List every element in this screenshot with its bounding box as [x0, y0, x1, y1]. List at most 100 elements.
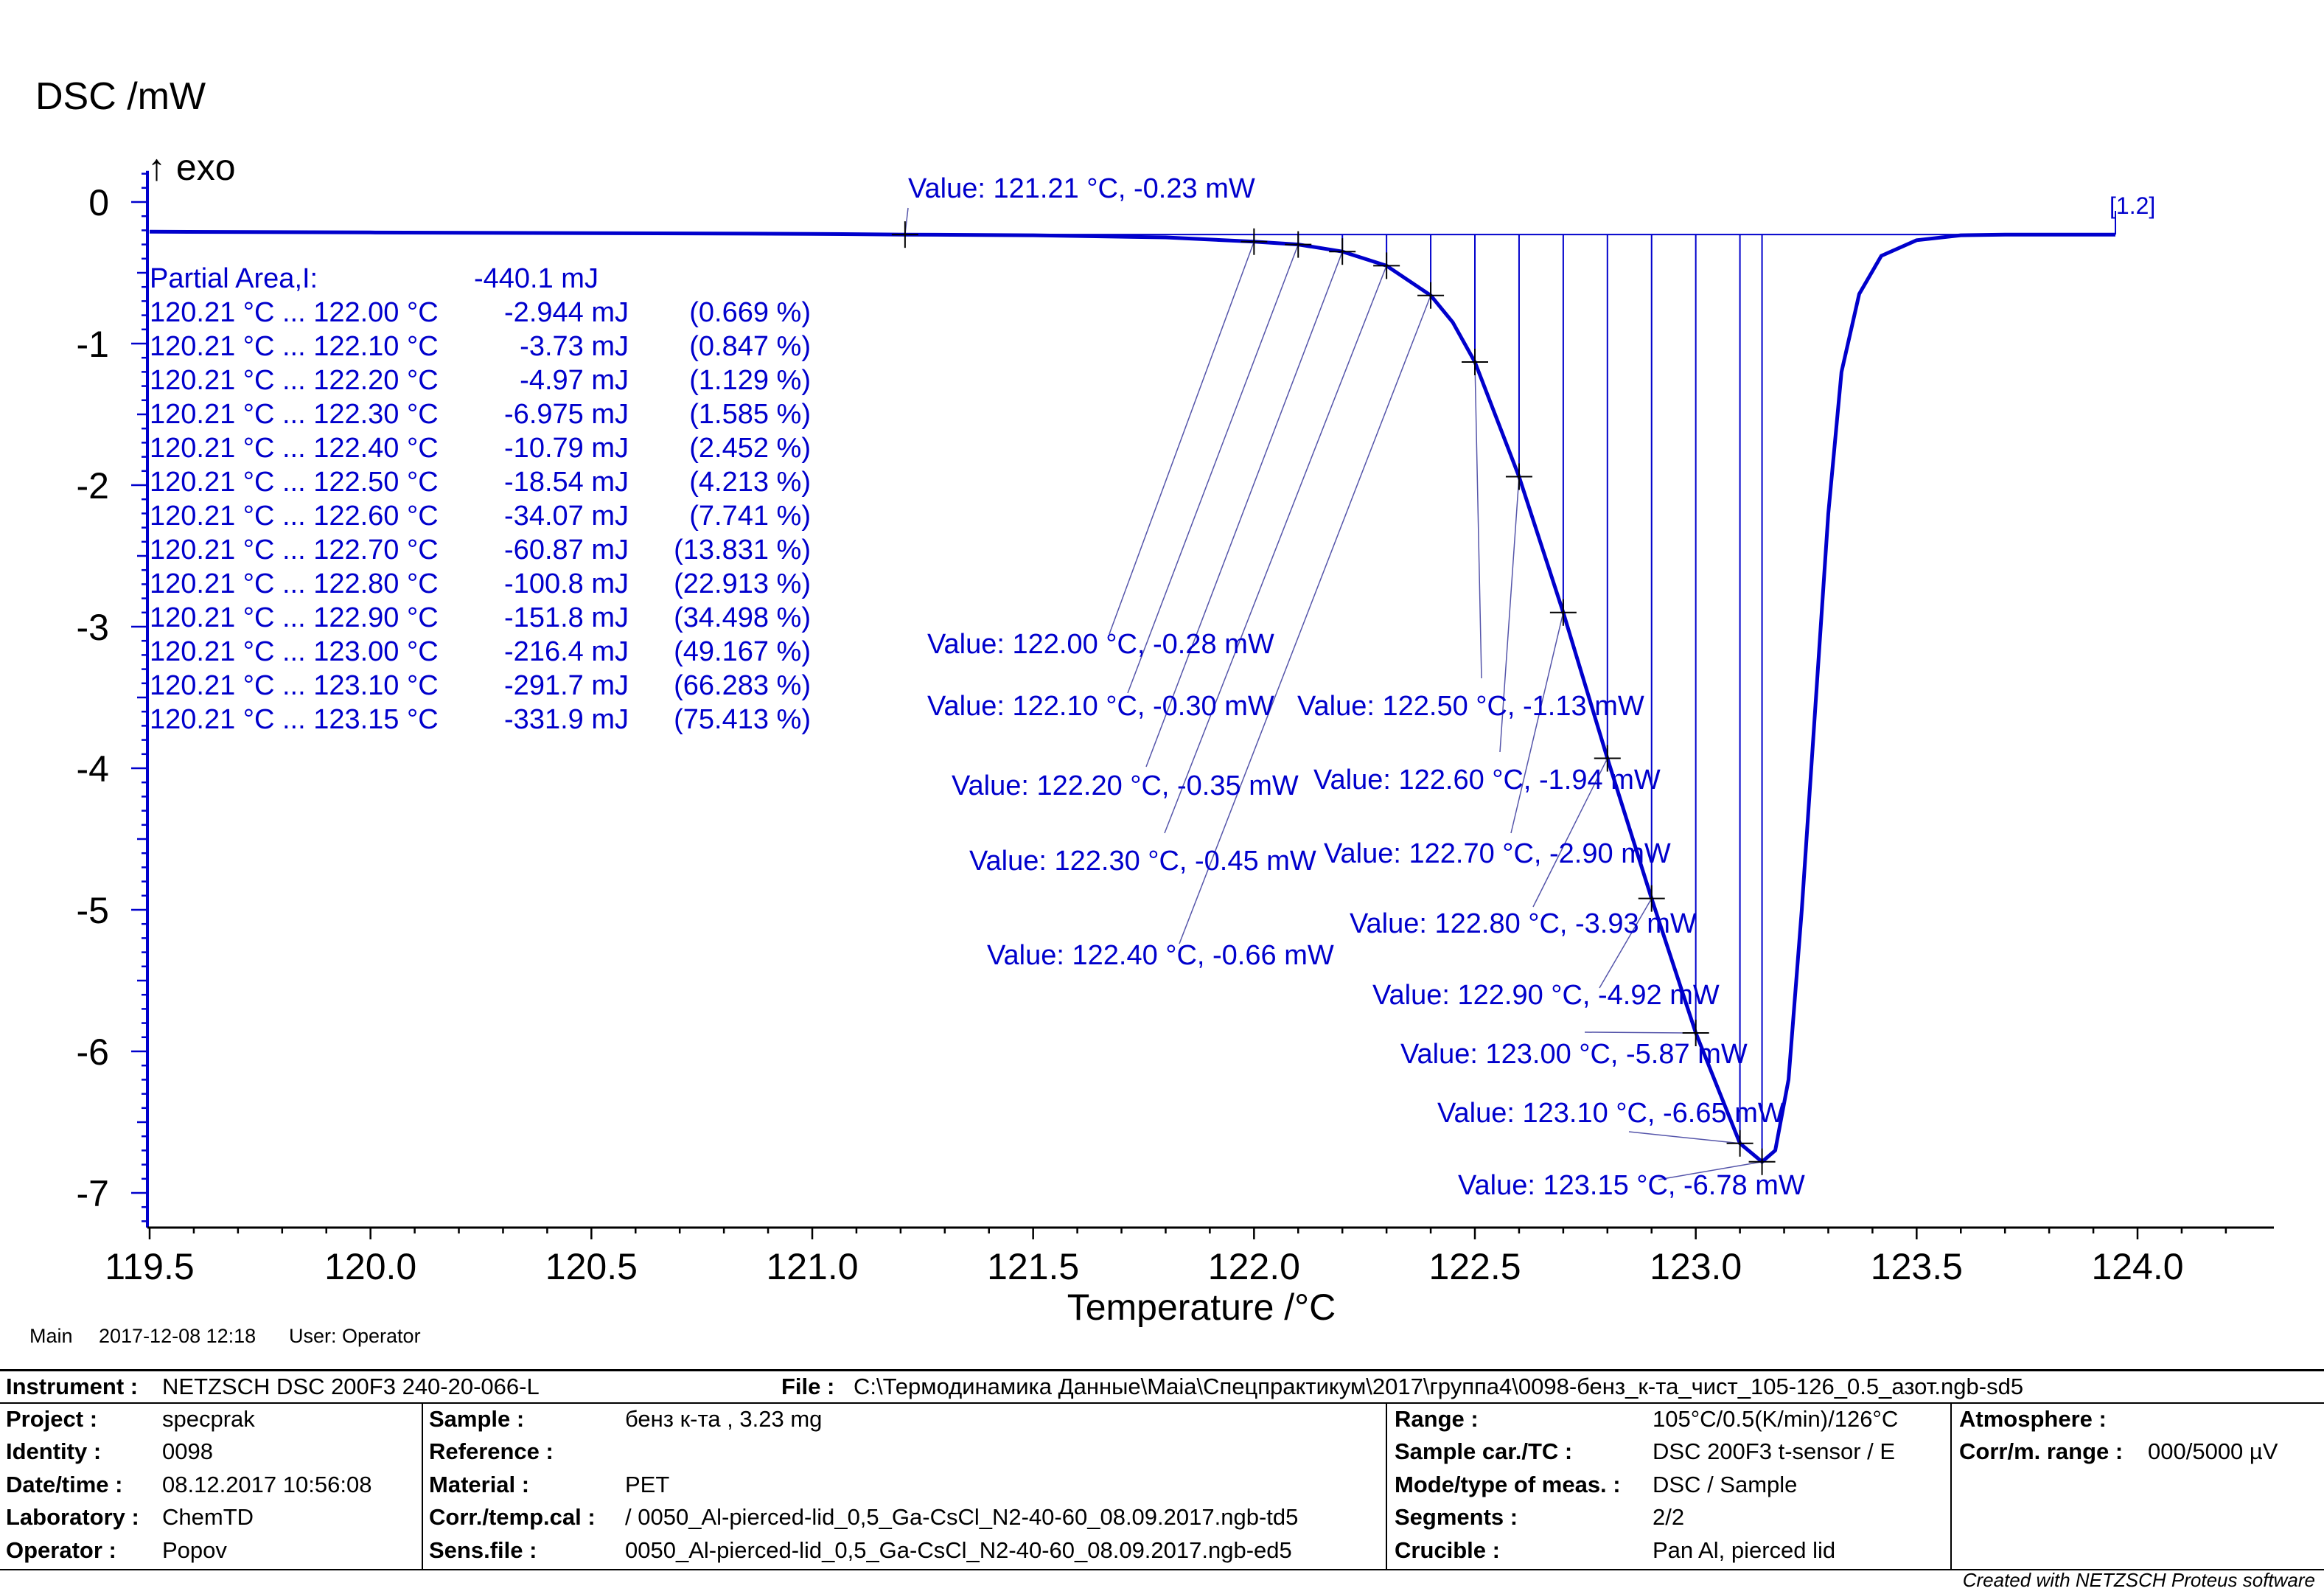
partial-area-value: -34.07 mJ: [504, 501, 629, 532]
corr-value: / 0050_Al-pierced-lid_0,5_Ga-CsCl_N2-40-…: [625, 1504, 1299, 1530]
partial-area-percent: (4.213 %): [689, 467, 811, 498]
x-tick-label: 119.5: [105, 1246, 194, 1287]
atmosphere-label: Atmosphere :: [1959, 1406, 2107, 1432]
info-table-col-divider-3: [1950, 1404, 1952, 1570]
marker-label: Value: 122.90 °C, -4.92 mW: [1372, 980, 1720, 1011]
crucible-label: Crucible :: [1395, 1537, 1500, 1563]
partial-area-value: -291.7 mJ: [504, 670, 629, 701]
curve-id-label: [1.2]: [2110, 192, 2155, 219]
curve-layer: [149, 210, 2117, 1164]
partial-area-range: 120.21 °C ... 123.00 °C: [150, 636, 439, 667]
partial-area-range: 120.21 °C ... 122.30 °C: [150, 399, 439, 430]
partial-area-range: 120.21 °C ... 122.10 °C: [150, 331, 439, 362]
partial-area-range: 120.21 °C ... 123.15 °C: [150, 704, 439, 735]
leader-lines: [904, 207, 1762, 1180]
x-tick-label: 120.0: [324, 1246, 416, 1287]
leader-line: [1584, 1031, 1696, 1034]
datetime-value: 08.12.2017 10:56:08: [162, 1472, 372, 1497]
y-tick-label: -4: [77, 748, 109, 790]
partial-area-value: -100.8 mJ: [504, 568, 629, 599]
leader-line: [1145, 251, 1343, 768]
instrument-label: Instrument :: [6, 1374, 139, 1399]
corrm-value: 000/5000 µV: [2148, 1438, 2278, 1464]
credit-text: Created with NETZSCH Proteus software: [1962, 1569, 2315, 1591]
partial-area-percent: (1.585 %): [689, 399, 811, 430]
x-tick-label: 123.5: [1871, 1246, 1963, 1287]
partial-area-value: -2.944 mJ: [504, 297, 629, 328]
partial-area-table: Partial Area,I: -440.1 mJ 120.21 °C ... …: [150, 263, 811, 735]
x-tick-label: 123.0: [1650, 1246, 1742, 1287]
partial-area-value: -4.97 mJ: [520, 365, 629, 396]
partial-area-range: 120.21 °C ... 122.80 °C: [150, 568, 439, 599]
project-label: Project :: [6, 1406, 98, 1432]
leader-line: [1599, 898, 1653, 989]
reference-label: Reference :: [429, 1438, 554, 1464]
dsc-chart: DSC /mW ↑ exo Temperature /°C 0 -1 -2 -3 -4 -…: [35, 75, 2274, 1327]
x-tick-label: 121.5: [987, 1246, 1079, 1287]
y-tick-label: -6: [77, 1031, 109, 1073]
partial-area-value: -216.4 mJ: [504, 636, 629, 667]
mode-value: DSC / Sample: [1653, 1472, 1798, 1497]
partial-area-percent: (0.847 %): [689, 331, 811, 362]
samplecar-label: Sample car./TC :: [1395, 1438, 1573, 1464]
info-table-row-divider: [0, 1402, 2324, 1404]
operator-value: Popov: [162, 1537, 227, 1563]
info-table-col-divider-2: [1386, 1404, 1387, 1570]
partial-area-value: -331.9 mJ: [504, 704, 629, 735]
leader-line: [1179, 295, 1431, 944]
leader-line: [1499, 476, 1520, 753]
x-tick-label: 120.5: [545, 1246, 638, 1287]
partial-area-range: 120.21 °C ... 122.40 °C: [150, 433, 439, 464]
marker-label: Value: 122.60 °C, -1.94 mW: [1313, 765, 1661, 796]
segments-label: Segments :: [1395, 1504, 1518, 1530]
file-value: C:\Термодинамика Данные\Maia\Спецпрактик…: [854, 1374, 2024, 1399]
partial-area-value: -10.79 mJ: [504, 433, 629, 464]
file-label: File :: [781, 1374, 835, 1399]
y-tick-label: 0: [88, 182, 109, 223]
partial-area-value: -18.54 mJ: [504, 467, 629, 498]
x-tick-label: 121.0: [766, 1246, 858, 1287]
partial-area-percent: (49.167 %): [674, 636, 811, 667]
material-value: PET: [625, 1472, 670, 1497]
marker-label: Value: 122.00 °C, -0.28 mW: [927, 629, 1274, 660]
x-tick-label: 122.0: [1208, 1246, 1300, 1287]
markers: [891, 221, 1776, 1175]
corrm-label: Corr/m. range :: [1959, 1438, 2124, 1464]
axes: 0 -1 -2 -3 -4 -5 -6 -7 119.5 120.0 120.5 121.0 121.5…: [77, 170, 2274, 1287]
datetime-label: Date/time :: [6, 1472, 123, 1497]
mode-label: Mode/type of meas. :: [1395, 1472, 1621, 1497]
marker-label: Value: 122.50 °C, -1.13 mW: [1297, 691, 1644, 722]
partial-area-range: 120.21 °C ... 122.70 °C: [150, 535, 439, 565]
x-tick-label: 122.5: [1428, 1246, 1521, 1287]
partial-area-percent: (2.452 %): [689, 433, 811, 464]
instrument-value: NETZSCH DSC 200F3 240-20-066-L: [162, 1374, 540, 1399]
partial-area-range: 120.21 °C ... 123.10 °C: [150, 670, 439, 701]
status-datetime: 2017-12-08 12:18: [99, 1325, 257, 1347]
status-mode: Main: [29, 1325, 73, 1347]
partial-area-percent: (75.413 %): [674, 704, 811, 735]
sens-value: 0050_Al-pierced-lid_0,5_Ga-CsCl_N2-40-60…: [625, 1537, 1292, 1563]
partial-area-value: -6.975 mJ: [504, 399, 629, 430]
y-tick-label: -5: [77, 890, 109, 931]
laboratory-label: Laboratory :: [6, 1504, 139, 1530]
identity-value: 0098: [162, 1438, 213, 1464]
sample-value: бенз к-та , 3.23 mg: [625, 1406, 823, 1432]
samplecar-value: DSC 200F3 t-sensor / E: [1653, 1438, 1896, 1464]
corr-label: Corr./temp.cal :: [429, 1504, 596, 1530]
segments-value: 2/2: [1653, 1504, 1685, 1530]
range-value: 105°C/0.5(K/min)/126°C: [1653, 1406, 1899, 1432]
marker-label: Value: 122.70 °C, -2.90 mW: [1324, 838, 1671, 869]
leader-line: [1658, 1161, 1762, 1180]
partial-area-value: -3.73 mJ: [520, 331, 629, 362]
identity-label: Identity :: [6, 1438, 102, 1464]
y-tick-label: -1: [77, 324, 109, 365]
crucible-value: Pan Al, pierced lid: [1653, 1537, 1836, 1563]
partial-area-value: -151.8 mJ: [504, 602, 629, 633]
marker-label: Value: 122.80 °C, -3.93 mW: [1350, 908, 1697, 939]
marker-label: Value: 121.21 °C, -0.23 mW: [908, 173, 1255, 204]
partial-area-percent: (22.913 %): [674, 568, 811, 599]
partial-area-value: -60.87 mJ: [504, 535, 629, 565]
exo-label: ↑ exo: [147, 147, 236, 188]
marker-label: Value: 122.10 °C, -0.30 mW: [927, 691, 1274, 722]
material-label: Material :: [429, 1472, 530, 1497]
